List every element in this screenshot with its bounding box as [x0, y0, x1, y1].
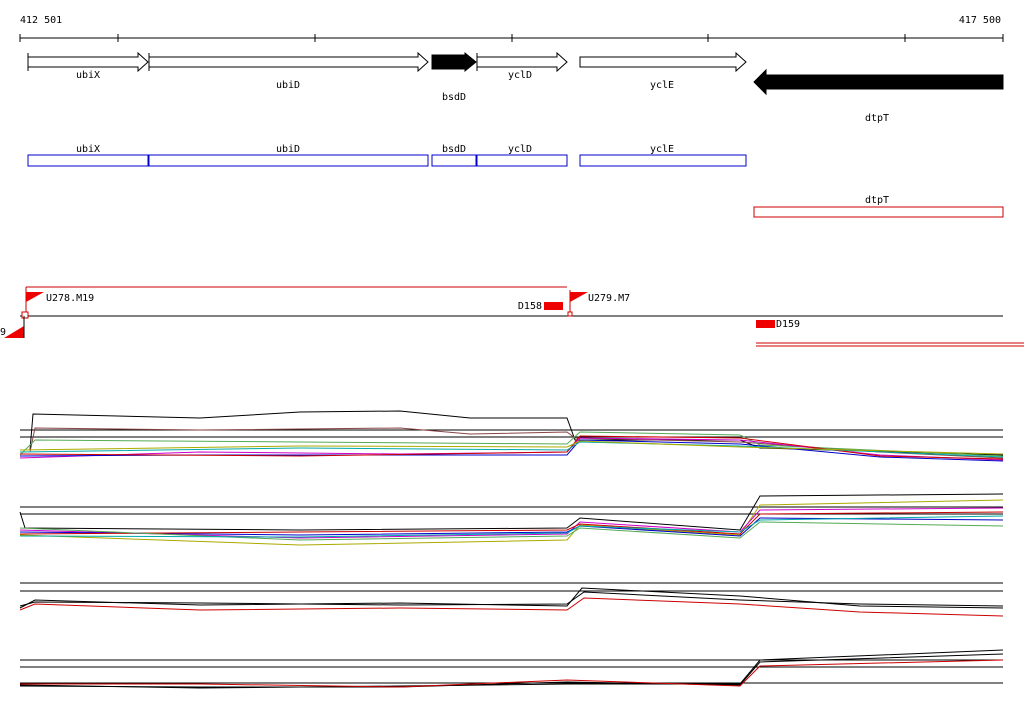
feature-label: U278.M19: [46, 293, 94, 304]
gene-label: yclE: [650, 80, 674, 91]
feature-label: U279.M7: [588, 293, 630, 304]
feature-label: D159: [776, 319, 800, 330]
profile-tracks: [19, 410, 1004, 689]
feature-track: [4, 286, 1024, 347]
transcript-label: yclE: [650, 144, 674, 155]
ruler-start: 412 501: [20, 15, 62, 26]
gene-arrows: [27, 51, 1004, 96]
transcript-label: bsdD: [442, 144, 466, 155]
feature-label: D158: [518, 301, 542, 312]
gene-label: ubiX: [76, 70, 100, 81]
transcript-label: ubiX: [76, 144, 100, 155]
ruler: [19, 34, 1004, 42]
gene-label: dtpT: [865, 113, 889, 124]
feature-label: 9: [0, 327, 6, 338]
gene-label: bsdD: [442, 92, 466, 103]
gene-label: ubiD: [276, 80, 300, 91]
transcript-boxes: [27, 154, 1004, 218]
gene-label: yclD: [508, 70, 532, 81]
transcript-label: ubiD: [276, 144, 300, 155]
transcript-label: dtpT: [865, 195, 889, 206]
ruler-end: 417 500: [959, 15, 1001, 26]
transcript-label: yclD: [508, 144, 532, 155]
